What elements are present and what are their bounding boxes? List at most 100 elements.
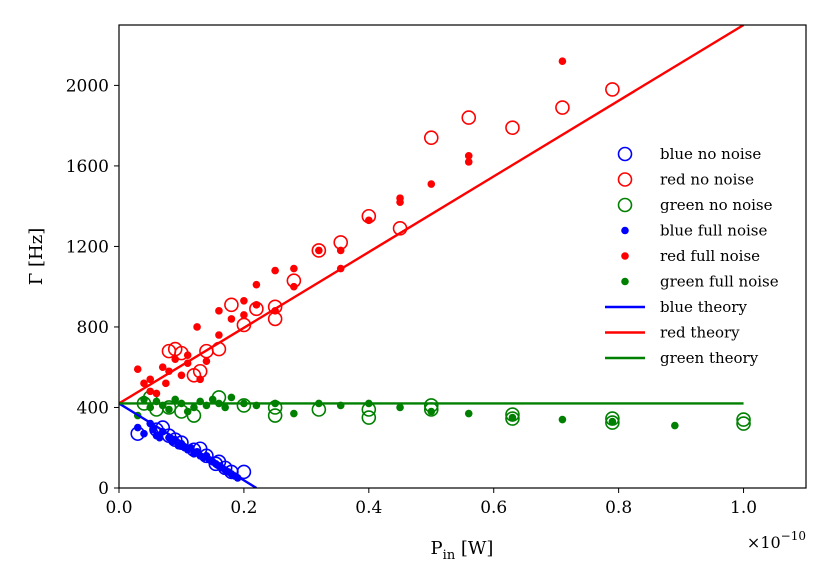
data-point-green-full-noise xyxy=(608,417,617,426)
legend-entry-green-theory: green theory xyxy=(605,349,759,367)
data-point-red-full-noise xyxy=(152,389,161,398)
data-point-red-full-noise xyxy=(315,246,323,255)
data-point-blue-no-noise xyxy=(208,456,224,472)
legend-marker xyxy=(617,197,633,213)
data-point-red-full-noise xyxy=(290,282,298,291)
data-point-green-full-noise xyxy=(208,395,217,404)
data-point-red-full-noise xyxy=(202,357,211,365)
data-point-red-full-noise xyxy=(162,379,170,388)
data-point-red-full-noise xyxy=(146,375,155,384)
data-point-green-no-noise xyxy=(736,416,751,431)
data-point-green-no-noise xyxy=(605,415,620,430)
data-point-red-no-noise xyxy=(423,130,439,146)
data-point-green-full-noise xyxy=(427,407,436,416)
legend-entry-red-theory: red theory xyxy=(605,324,740,342)
y-tick-label: 0 xyxy=(98,479,109,499)
plot-area xyxy=(119,25,751,488)
data-point-red-full-noise xyxy=(140,379,148,388)
legend-label: blue theory xyxy=(660,298,747,316)
data-point-blue-full-noise xyxy=(133,423,142,432)
axes: 0.0 0.2 0.4 0.6 0.8 1.0 0 400 800 1200 1600 2000 Pin… xyxy=(26,24,807,563)
legend-label: red full noise xyxy=(660,247,760,265)
data-point-red-no-noise xyxy=(311,243,327,258)
legend-entry-red-no-noise: red no noise xyxy=(617,171,754,189)
data-point-green-full-noise xyxy=(183,407,192,416)
legend-marker xyxy=(621,226,629,235)
legend-marker xyxy=(621,277,629,286)
data-point-red-full-noise xyxy=(196,375,204,384)
x-tick-label: 0.4 xyxy=(355,498,382,518)
data-point-green-full-noise xyxy=(290,409,298,418)
x-axis-label: Pin [W] xyxy=(431,538,494,563)
legend-label: blue no noise xyxy=(660,145,761,163)
y-tick-label: 2000 xyxy=(66,76,109,96)
data-point-red-full-noise xyxy=(158,363,167,372)
data-point-green-full-noise xyxy=(221,403,229,412)
data-point-green-full-noise xyxy=(396,403,404,412)
legend-marker xyxy=(621,252,629,260)
legend-label: blue full noise xyxy=(660,222,767,240)
theory-line-blue-theory xyxy=(119,402,258,488)
data-point-red-full-noise xyxy=(558,57,567,66)
data-point-red-full-noise xyxy=(427,180,436,188)
legend-entry-green-full-noise: green full noise xyxy=(621,273,779,291)
data-point-red-no-noise xyxy=(555,100,570,115)
data-point-green-full-noise xyxy=(671,421,679,430)
theory-line-red-theory xyxy=(119,25,745,405)
legend-label: green theory xyxy=(660,349,759,367)
series-red-no-noise xyxy=(161,82,620,383)
data-point-red-full-noise xyxy=(271,266,279,275)
data-point-blue-full-noise xyxy=(140,429,148,438)
legend-entry-blue-theory: blue theory xyxy=(605,298,747,316)
x-tick-label: 1.0 xyxy=(730,498,757,518)
legend-label: green full noise xyxy=(660,273,779,291)
x-scale-factor: ×10−10 xyxy=(747,529,806,552)
series-red-theory xyxy=(119,25,745,405)
data-point-red-no-noise xyxy=(461,110,477,125)
legend-label: red theory xyxy=(660,324,740,342)
legend: blue no noise red no noise green no noise b… xyxy=(605,145,779,367)
legend-entry-blue-full-noise: blue full noise xyxy=(621,222,767,240)
data-point-green-full-noise xyxy=(140,395,148,404)
data-point-red-full-noise xyxy=(177,371,186,380)
data-point-red-full-noise xyxy=(290,264,298,273)
data-point-red-full-noise xyxy=(227,315,236,323)
data-point-blue-no-noise xyxy=(236,464,252,480)
data-point-red-no-noise xyxy=(224,297,239,313)
x-tick-label: 0.8 xyxy=(605,498,632,518)
data-point-red-full-noise xyxy=(464,152,473,160)
x-axis-label-subscript: in xyxy=(443,548,456,563)
legend-label: red no noise xyxy=(660,171,754,189)
data-point-red-full-noise xyxy=(336,246,345,255)
legend-marker xyxy=(617,146,633,162)
data-point-red-full-noise xyxy=(215,307,223,315)
data-point-green-no-noise xyxy=(736,412,751,427)
data-point-red-full-noise xyxy=(396,198,404,206)
y-tick-label: 400 xyxy=(77,398,109,418)
data-point-green-full-noise xyxy=(146,403,155,412)
data-point-green-full-noise xyxy=(464,409,473,418)
data-point-green-full-noise xyxy=(171,395,180,404)
data-point-green-full-noise xyxy=(227,393,236,402)
data-point-red-full-noise xyxy=(464,158,473,166)
legend-entry-blue-no-noise: blue no noise xyxy=(617,145,761,163)
x-tick-label: 0.0 xyxy=(105,498,132,518)
x-scale-exponent: −10 xyxy=(781,529,806,543)
legend-entry-red-full-noise: red full noise xyxy=(621,247,760,265)
data-point-red-full-noise xyxy=(183,351,192,359)
y-axis-label: Γ [Hz] xyxy=(26,228,47,285)
data-point-red-no-noise xyxy=(505,120,520,135)
data-point-red-full-noise xyxy=(133,365,142,374)
data-point-red-full-noise xyxy=(365,216,373,225)
data-point-green-full-noise xyxy=(190,403,198,412)
legend-label: green no noise xyxy=(660,196,773,214)
data-point-red-no-noise xyxy=(605,82,620,97)
data-point-green-full-noise xyxy=(508,413,517,422)
data-point-green-full-noise xyxy=(165,405,173,414)
data-point-red-full-noise xyxy=(240,311,248,319)
data-point-green-no-noise xyxy=(505,411,520,426)
x-tick-label: 0.2 xyxy=(230,498,257,518)
y-tick-label: 1200 xyxy=(66,237,109,257)
